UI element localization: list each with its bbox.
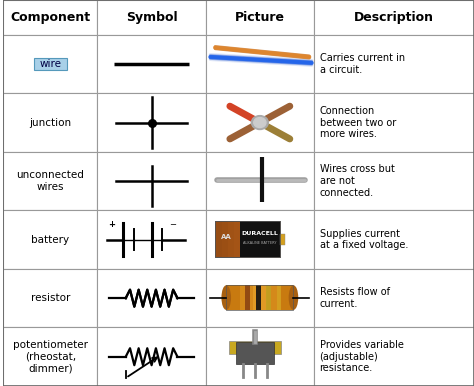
Bar (3, 327, 98, 386)
Bar (206, 327, 314, 386)
Bar (266, 285, 280, 310)
Text: Wires cross but
are not
connected.: Wires cross but are not connected. (319, 164, 394, 198)
Bar (226, 285, 240, 310)
Bar (215, 221, 280, 257)
Bar (226, 285, 293, 310)
Bar (314, 35, 474, 93)
Text: Carries current in
a circuit.: Carries current in a circuit. (319, 53, 405, 75)
Text: AA: AA (220, 234, 231, 240)
Bar (98, 0, 206, 35)
Bar (237, 342, 274, 364)
Bar (206, 269, 314, 327)
Text: Connection
between two or
more wires.: Connection between two or more wires. (319, 106, 396, 139)
Bar (206, 210, 314, 269)
Bar (98, 327, 206, 386)
Text: ALKALINE BATTERY: ALKALINE BATTERY (243, 241, 277, 245)
Bar (206, 35, 314, 93)
Text: Component: Component (10, 11, 91, 24)
Bar (206, 93, 314, 152)
Text: Picture: Picture (235, 11, 285, 24)
Bar (3, 269, 98, 327)
Bar (260, 221, 267, 257)
Bar (3, 152, 98, 210)
Bar (277, 285, 282, 310)
Bar (241, 221, 247, 257)
Ellipse shape (289, 285, 298, 310)
Bar (240, 221, 280, 257)
Bar (267, 221, 273, 257)
Bar (314, 210, 474, 269)
Bar (98, 35, 206, 93)
Bar (215, 221, 280, 257)
Text: −: − (169, 220, 176, 229)
Bar (253, 285, 266, 310)
Bar (273, 221, 280, 257)
Text: +: + (108, 220, 115, 229)
Bar (215, 221, 221, 257)
Text: Resists flow of
current.: Resists flow of current. (319, 288, 390, 309)
Bar (314, 0, 474, 35)
Bar (280, 285, 293, 310)
Bar (34, 58, 67, 70)
Bar (247, 221, 254, 257)
Bar (246, 285, 250, 310)
Bar (314, 93, 474, 152)
Ellipse shape (221, 285, 231, 310)
Text: Supplies current
at a fixed voltage.: Supplies current at a fixed voltage. (319, 229, 408, 251)
Bar (98, 210, 206, 269)
Bar (314, 269, 474, 327)
Text: wire: wire (39, 59, 62, 69)
Bar (235, 221, 241, 257)
Bar (221, 221, 228, 257)
Bar (266, 285, 271, 310)
Text: Description: Description (354, 11, 434, 24)
Text: DURACELL: DURACELL (241, 231, 278, 236)
Bar (3, 0, 98, 35)
Bar (254, 221, 260, 257)
Bar (280, 234, 285, 244)
Bar (228, 221, 235, 257)
Text: battery: battery (31, 235, 70, 245)
Bar (98, 269, 206, 327)
Text: junction: junction (29, 118, 72, 127)
Bar (98, 152, 206, 210)
Text: unconnected
wires: unconnected wires (17, 170, 84, 192)
Bar (3, 93, 98, 152)
Circle shape (254, 118, 266, 127)
Text: Symbol: Symbol (126, 11, 177, 24)
Bar (3, 210, 98, 269)
Circle shape (251, 116, 268, 129)
Bar (3, 35, 98, 93)
Bar (314, 152, 474, 210)
Text: Provides variable
(adjustable)
resistance.: Provides variable (adjustable) resistanc… (319, 340, 403, 373)
Text: resistor: resistor (31, 293, 70, 303)
Bar (206, 0, 314, 35)
Bar (206, 152, 314, 210)
Bar (229, 341, 281, 354)
Bar (256, 285, 261, 310)
Bar (314, 327, 474, 386)
Bar (240, 285, 253, 310)
Text: potentiometer
(rheostat,
dimmer): potentiometer (rheostat, dimmer) (13, 340, 88, 373)
Bar (98, 93, 206, 152)
